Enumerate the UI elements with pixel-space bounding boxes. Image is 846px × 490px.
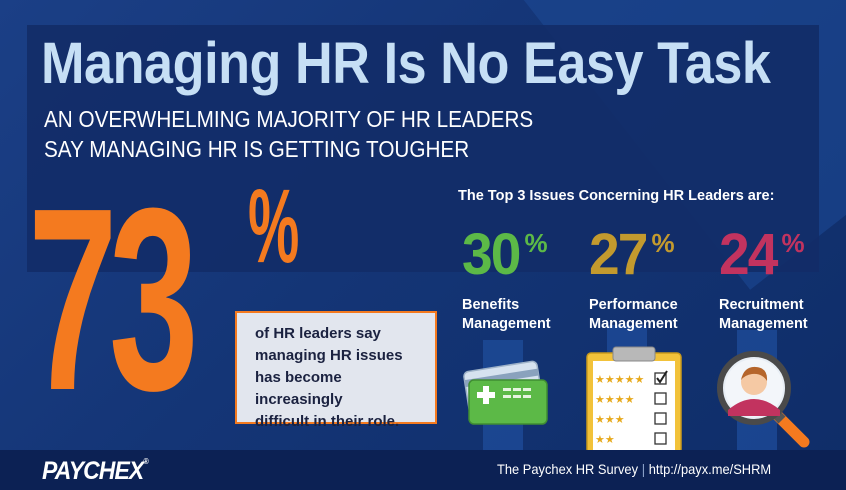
title-panel bbox=[27, 25, 819, 272]
benefits-card-icon bbox=[463, 360, 548, 425]
candidate-magnifier-icon bbox=[717, 351, 810, 448]
page-title: Managing HR Is No Easy Task bbox=[41, 31, 771, 96]
subtitle-line-1: AN OVERWHELMING MAJORITY OF HR LEADERS bbox=[44, 106, 534, 132]
top-issues-heading: The Top 3 Issues Concerning HR Leaders a… bbox=[458, 188, 775, 204]
issue-percentage: 24 % bbox=[719, 226, 846, 294]
issue-percent-sign: % bbox=[651, 228, 675, 258]
issue-label-line-1: Performance bbox=[589, 297, 678, 313]
issue-value: 24 bbox=[719, 222, 778, 287]
subtitle-line-2: SAY MANAGING HR IS GETTING TOUGHER bbox=[44, 136, 470, 162]
svg-text:★★★★★: ★★★★★ bbox=[595, 373, 644, 386]
description-line-3: has become increasingly bbox=[255, 369, 343, 408]
subtitle: AN OVERWHELMING MAJORITY OF HR LEADERS S… bbox=[44, 104, 548, 164]
issue-benefits: 30 % Benefits Management bbox=[462, 226, 592, 334]
description-line-2: managing HR issues bbox=[255, 347, 403, 364]
rating-clipboard-icon: ★★★★★ ★★★★ ★★★ ★★ bbox=[586, 346, 682, 450]
issue-recruitment: 24 % Recruitment Management bbox=[719, 226, 846, 334]
issue-performance: 27 % Performance Management bbox=[589, 226, 719, 334]
issue-label-line-1: Benefits bbox=[462, 297, 520, 313]
issue-percentage: 27 % bbox=[589, 226, 719, 294]
headline-percent-sign: % bbox=[248, 168, 300, 285]
issue-value: 27 bbox=[589, 222, 648, 287]
description-line-1: of HR leaders say bbox=[255, 325, 381, 342]
issue-value: 30 bbox=[462, 222, 521, 287]
issue-percent-sign: % bbox=[781, 228, 805, 258]
svg-text:★★★★: ★★★★ bbox=[595, 393, 635, 406]
footer-separator: | bbox=[641, 461, 646, 477]
issue-label-line-1: Recruitment bbox=[719, 297, 804, 313]
logo-text: PAYCHEX bbox=[42, 457, 144, 485]
footer-source: The Paychex HR Survey | http://payx.me/SHR… bbox=[497, 461, 801, 477]
svg-text:★★★: ★★★ bbox=[595, 413, 625, 426]
footer-bar bbox=[0, 450, 846, 490]
issue-label: Benefits Management bbox=[462, 296, 592, 334]
issue-label: Performance Management bbox=[589, 296, 719, 334]
paychex-logo: PAYCHEX® bbox=[42, 457, 149, 486]
description-line-4: difficult in their role. bbox=[255, 413, 400, 430]
logo-registered-mark: ® bbox=[143, 457, 148, 466]
source-text: The Paychex HR Survey bbox=[497, 461, 639, 477]
svg-text:★★: ★★ bbox=[595, 433, 615, 446]
issue-percent-sign: % bbox=[524, 228, 548, 258]
headline-description: of HR leaders say managing HR issues has… bbox=[235, 311, 437, 430]
issue-percentage: 30 % bbox=[462, 226, 592, 294]
survey-link[interactable]: http://payx.me/SHRM bbox=[648, 461, 772, 477]
issue-label: Recruitment Management bbox=[719, 296, 846, 334]
issue-label-line-2: Management bbox=[589, 316, 678, 332]
headline-percentage: 73 % bbox=[28, 170, 341, 430]
headline-value: 73 bbox=[28, 155, 199, 445]
issue-label-line-2: Management bbox=[719, 316, 808, 332]
issue-label-line-2: Management bbox=[462, 316, 551, 332]
